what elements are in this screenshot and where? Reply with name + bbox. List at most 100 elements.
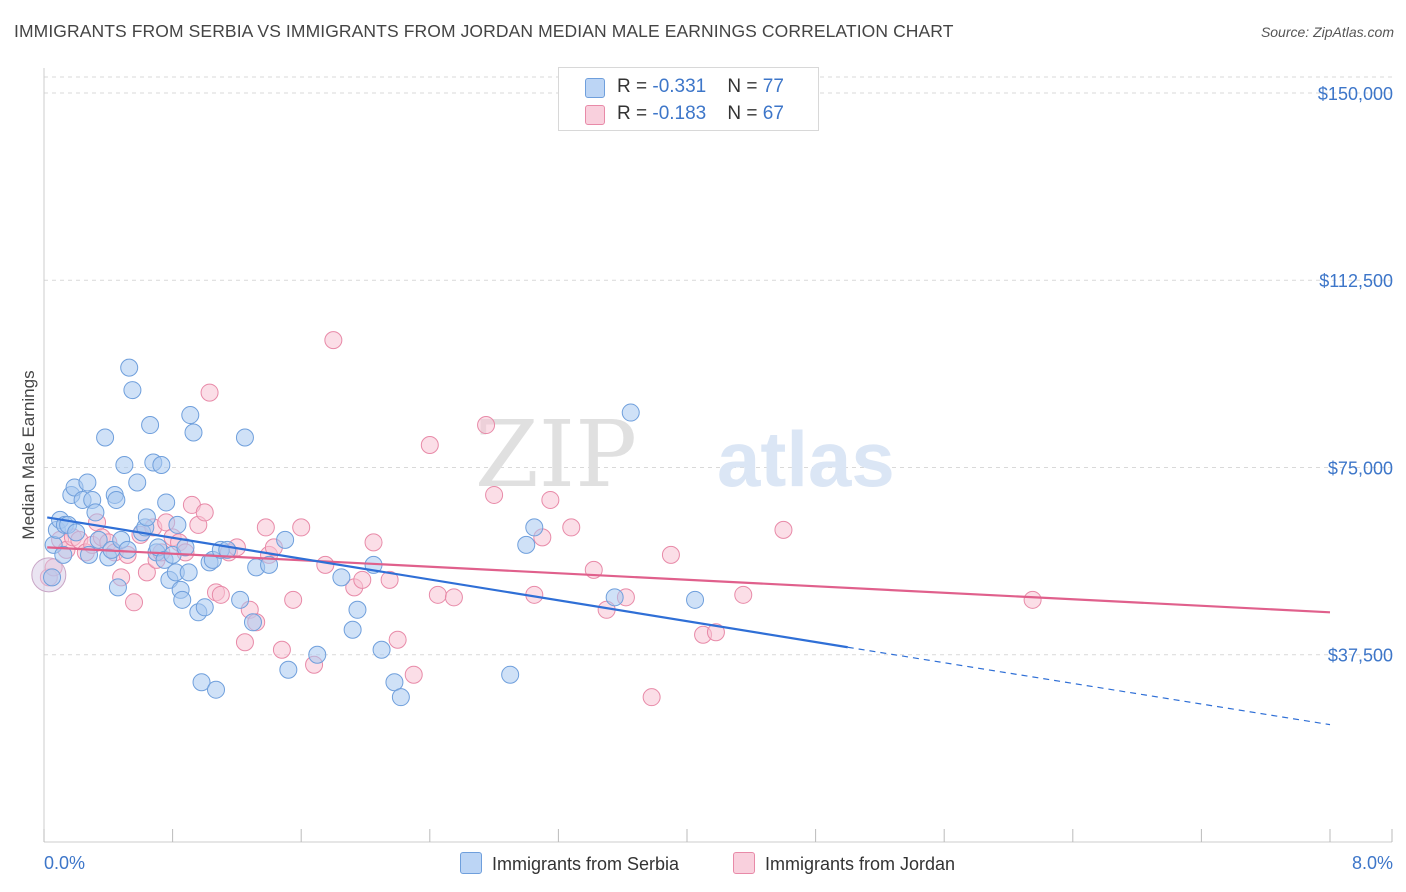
serbia-point <box>279 660 298 679</box>
y-tick-label: $112,500 <box>1319 271 1393 291</box>
serbia-point <box>501 665 520 684</box>
jordan-point <box>541 490 560 509</box>
serbia-point <box>152 455 171 474</box>
serbia-point <box>181 406 200 425</box>
chart-title: IMMIGRANTS FROM SERBIA VS IMMIGRANTS FRO… <box>14 21 954 41</box>
jordan-point <box>388 630 407 649</box>
serbia-trend-line <box>47 516 848 649</box>
y-tick-label: $75,000 <box>1328 458 1393 478</box>
serbia-r-value: -0.331 <box>652 76 707 97</box>
serbia-point <box>605 588 624 607</box>
serbia-point <box>108 578 127 597</box>
serbia-point <box>96 428 115 447</box>
jordan-point <box>324 331 343 350</box>
jordan-point <box>642 688 661 707</box>
serbia-point <box>207 680 226 699</box>
jordan-point <box>380 570 399 589</box>
jordan-point <box>477 416 496 435</box>
jordan-point <box>734 585 753 604</box>
watermark-atlas: atlas <box>717 415 895 503</box>
jordan-point <box>364 533 383 552</box>
serbia-point <box>276 530 295 549</box>
y-tick-label: $37,500 <box>1328 646 1393 666</box>
serbia-swatch <box>585 78 605 98</box>
serbia-point <box>235 428 254 447</box>
serbia-point <box>123 381 142 400</box>
serbia-point <box>343 620 362 639</box>
serbia-point <box>348 600 367 619</box>
jordan-point <box>316 555 335 574</box>
jordan-point <box>272 640 291 659</box>
serbia-point <box>43 568 62 587</box>
jordan-point <box>661 545 680 564</box>
serbia-point <box>243 613 262 632</box>
serbia-point <box>621 403 640 422</box>
watermark: ZIP atlas <box>475 401 895 508</box>
serbia-point <box>157 493 176 512</box>
axes <box>43 68 1393 843</box>
serbia-point <box>115 455 134 474</box>
jordan-point <box>292 518 311 537</box>
jordan-point <box>404 665 423 684</box>
jordan-n-label: N = <box>727 103 763 124</box>
serbia-point <box>107 490 126 509</box>
serbia-point <box>372 640 391 659</box>
jordan-point <box>211 585 230 604</box>
bottom-legend-serbia: Immigrants from Serbia <box>460 852 679 876</box>
jordan-point <box>195 503 214 522</box>
jordan-point <box>485 485 504 504</box>
jordan-point <box>200 383 219 402</box>
watermark-zip: ZIP <box>475 401 637 508</box>
tick-labels: $37,500 $75,000 $112,500 $150,000 0.0% 8.0% <box>44 84 1393 873</box>
serbia-point <box>517 535 536 554</box>
serbia-point <box>173 590 192 609</box>
serbia-n-value: 77 <box>762 76 784 97</box>
bottom-legend-jordan: Immigrants from Jordan <box>733 852 955 876</box>
jordan-point <box>235 633 254 652</box>
bottom-serbia-label: Immigrants from Serbia <box>492 854 680 874</box>
serbia-point <box>184 423 203 442</box>
serbia-point <box>260 555 279 574</box>
serbia-point <box>525 518 544 537</box>
jordan-n-value: 67 <box>762 103 784 124</box>
jordan-point <box>1023 590 1042 609</box>
serbia-n-label: N = <box>727 76 763 97</box>
source-note: Source: ZipAtlas.com <box>1260 24 1394 40</box>
serbia-trend-extension <box>847 646 1331 726</box>
serbia-point <box>385 673 404 692</box>
jordan-point <box>137 563 156 582</box>
serbia-point <box>78 473 97 492</box>
jordan-point <box>284 590 303 609</box>
gridlines <box>44 76 1392 656</box>
serbia-point <box>179 563 198 582</box>
trend-lines <box>47 516 1331 726</box>
jordan-point <box>125 593 144 612</box>
jordan-point <box>353 570 372 589</box>
serbia-point <box>168 515 187 534</box>
bottom-jordan-label: Immigrants from Jordan <box>765 854 956 874</box>
serbia-point <box>195 598 214 617</box>
jordan-trend-line <box>47 546 1331 614</box>
serbia-r-label: R = <box>617 76 653 97</box>
jordan-swatch <box>585 105 605 125</box>
x-tick-label-end: 8.0% <box>1352 853 1393 873</box>
jordan-point <box>774 520 793 539</box>
serbia-point <box>686 590 705 609</box>
serbia-point <box>118 540 137 559</box>
serbia-point <box>89 530 108 549</box>
serbia-point <box>67 523 86 542</box>
serbia-point <box>231 590 250 609</box>
y-tick-label: $150,000 <box>1318 84 1393 104</box>
serbia-points <box>43 358 705 707</box>
serbia-point <box>86 503 105 522</box>
legend: R = -0.331 N = 77 R = -0.183 N = 67 <box>558 67 819 131</box>
serbia-point <box>120 358 139 377</box>
bottom-jordan-swatch <box>733 852 755 874</box>
bottom-serbia-swatch <box>460 852 482 874</box>
serbia-point <box>192 673 211 692</box>
serbia-point <box>391 688 410 707</box>
jordan-point <box>420 436 439 455</box>
jordan-point <box>562 518 581 537</box>
serbia-point <box>141 416 160 435</box>
